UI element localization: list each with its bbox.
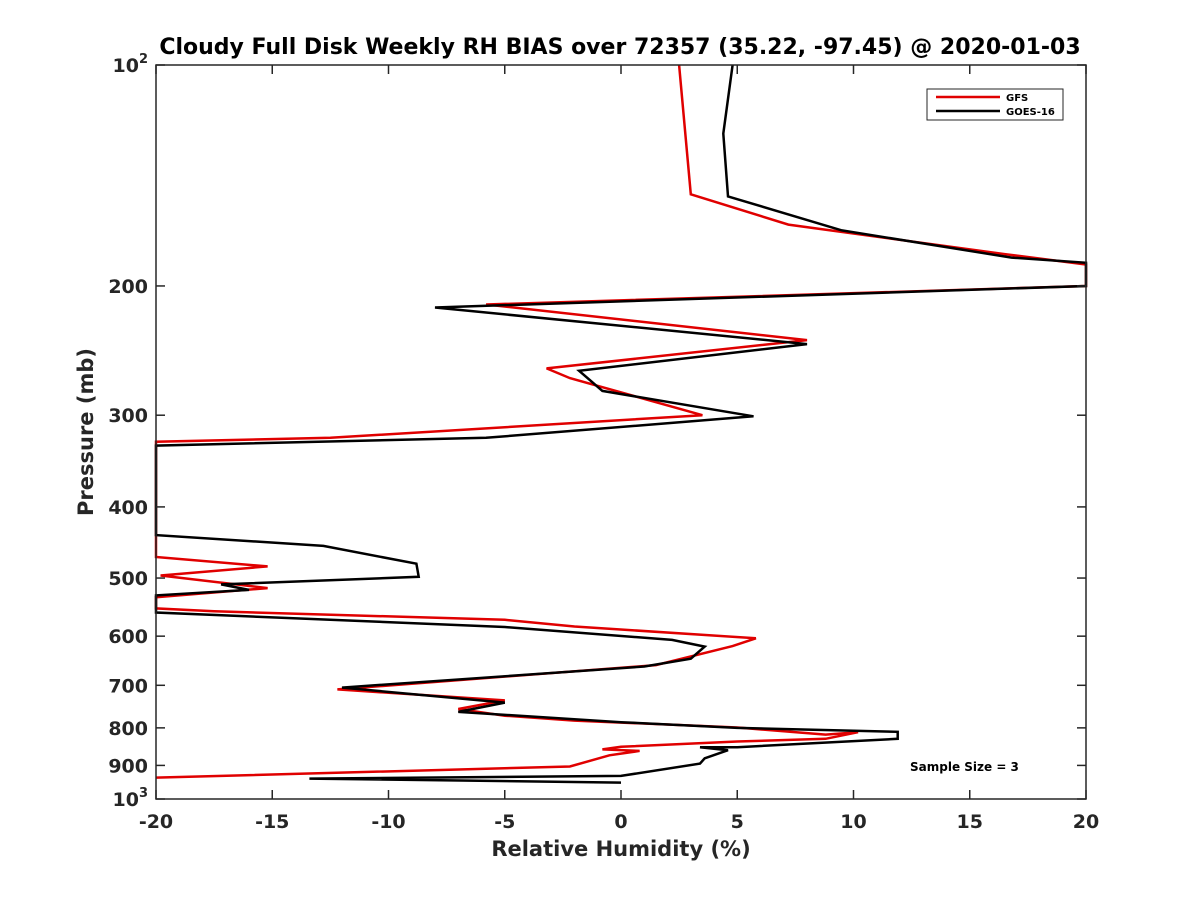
y-tick-label: 200 bbox=[108, 276, 148, 298]
x-axis: -20 -15 -10 -5 0 5 10 15 20 bbox=[139, 65, 1099, 833]
y-tick-label: 600 bbox=[108, 626, 148, 648]
sample-size-annotation: Sample Size = 3 bbox=[910, 760, 1019, 774]
legend-label-goes16: GOES-16 bbox=[1006, 107, 1055, 118]
y-tick-label: 900 bbox=[108, 755, 148, 777]
x-axis-label: Relative Humidity (%) bbox=[491, 837, 750, 861]
series-line-gfs bbox=[154, 64, 1088, 779]
y-axis-label: Pressure (mb) bbox=[74, 348, 98, 516]
y-tick-label: 300 bbox=[108, 405, 148, 427]
y-tick-label: 400 bbox=[108, 497, 148, 519]
y-tick-label: 800 bbox=[108, 718, 148, 740]
x-tick-label: 5 bbox=[731, 811, 744, 833]
y-tick-label: 103 bbox=[113, 786, 149, 811]
y-tick-label: 102 bbox=[113, 52, 149, 77]
y-axis: 102 200 300 400 500 600 700 800 900 103 bbox=[108, 52, 1086, 811]
legend-label-gfs: GFS bbox=[1006, 93, 1028, 104]
x-tick-label: 15 bbox=[957, 811, 983, 833]
legend: GFS GOES-16 bbox=[926, 88, 1064, 121]
x-tick-label: -20 bbox=[139, 811, 173, 833]
y-tick-label: 700 bbox=[108, 675, 148, 697]
chart-title: Cloudy Full Disk Weekly RH BIAS over 723… bbox=[159, 35, 1080, 60]
legend-box bbox=[926, 88, 1064, 121]
x-tick-label: -5 bbox=[494, 811, 515, 833]
x-tick-label: 10 bbox=[840, 811, 866, 833]
x-tick-label: -15 bbox=[255, 811, 289, 833]
x-tick-label: 20 bbox=[1073, 811, 1099, 833]
x-tick-label: -10 bbox=[371, 811, 405, 833]
x-tick-label: 0 bbox=[614, 811, 627, 833]
y-tick-label: 500 bbox=[108, 568, 148, 590]
